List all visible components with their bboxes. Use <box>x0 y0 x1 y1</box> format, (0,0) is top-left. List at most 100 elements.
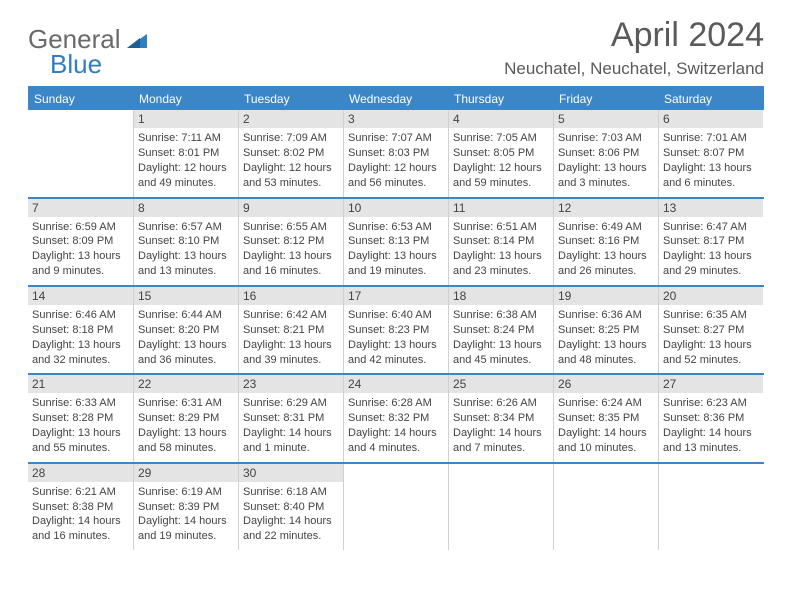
cell-line: and 56 minutes. <box>348 176 444 191</box>
logo-triangle-icon <box>127 32 149 55</box>
cell-line: Daylight: 13 hours <box>138 338 234 353</box>
location-text: Neuchatel, Neuchatel, Switzerland <box>504 59 764 79</box>
cell-line: and 19 minutes. <box>138 529 234 544</box>
calendar-week: 21Sunrise: 6:33 AMSunset: 8:28 PMDayligh… <box>28 375 764 463</box>
cell-line: and 55 minutes. <box>32 441 129 456</box>
cell-line: Sunset: 8:01 PM <box>138 146 234 161</box>
calendar-cell: 30Sunrise: 6:18 AMSunset: 8:40 PMDayligh… <box>238 464 343 550</box>
calendar-cell: 19Sunrise: 6:36 AMSunset: 8:25 PMDayligh… <box>553 287 658 373</box>
cell-line: Sunset: 8:34 PM <box>453 411 549 426</box>
cell-line: Daylight: 13 hours <box>453 249 549 264</box>
calendar-day-header: Sunday Monday Tuesday Wednesday Thursday… <box>28 88 764 110</box>
calendar-week: 28 Sunrise: 6:21 AMSunset: 8:38 PM Dayligh… <box>28 464 764 550</box>
calendar-cell <box>343 464 448 550</box>
cell-line: Sunrise: 7:01 AM <box>663 131 759 146</box>
day-number: 20 <box>659 287 763 305</box>
day-number: 25 <box>449 375 553 393</box>
cell-line: Daylight: 13 hours <box>453 338 549 353</box>
cell-line: Sunset: 8:38 PM <box>32 500 129 515</box>
calendar-cell <box>658 464 763 550</box>
cell-line: and 13 minutes. <box>138 264 234 279</box>
logo: General Blue <box>28 16 149 80</box>
calendar-cell: 23Sunrise: 6:29 AMSunset: 8:31 PMDayligh… <box>238 375 343 461</box>
cell-line: Sunrise: 7:07 AM <box>348 131 444 146</box>
cell-line: and 3 minutes. <box>558 176 654 191</box>
calendar-cell <box>553 464 658 550</box>
cell-line: Sunrise: 6:49 AM <box>558 220 654 235</box>
calendar-cell <box>28 110 133 196</box>
cell-line: and 42 minutes. <box>348 353 444 368</box>
cell-line: Sunrise: 6:59 AM <box>32 220 129 235</box>
day-number: 2 <box>239 110 343 128</box>
day-number: 18 <box>449 287 553 305</box>
cell-line: Sunrise: 6:42 AM <box>243 308 339 323</box>
cell-line: Sunset: 8:05 PM <box>453 146 549 161</box>
cell-line: Daylight: 12 hours <box>243 161 339 176</box>
cell-line: Sunrise: 6:53 AM <box>348 220 444 235</box>
day-number: 19 <box>554 287 658 305</box>
cell-line: and 22 minutes. <box>243 529 339 544</box>
cell-line: Daylight: 13 hours <box>138 426 234 441</box>
cell-line: Sunset: 8:28 PM <box>32 411 129 426</box>
cell-line: Daylight: 13 hours <box>663 338 759 353</box>
day-number: 22 <box>134 375 238 393</box>
cell-line: Sunrise: 7:03 AM <box>558 131 654 146</box>
day-number: 23 <box>239 375 343 393</box>
cell-line: Sunset: 8:12 PM <box>243 234 339 249</box>
cell-line: Sunset: 8:21 PM <box>243 323 339 338</box>
cell-line: Sunrise: 7:05 AM <box>453 131 549 146</box>
cell-line: Daylight: 14 hours <box>348 426 444 441</box>
cell-line: and 45 minutes. <box>453 353 549 368</box>
cell-line: and 39 minutes. <box>243 353 339 368</box>
cell-line: Sunrise: 6:31 AM <box>138 396 234 411</box>
cell-line: Sunset: 8:29 PM <box>138 411 234 426</box>
cell-line: Sunrise: 6:57 AM <box>138 220 234 235</box>
day-label-thursday: Thursday <box>448 88 553 110</box>
header: General Blue April 2024 Neuchatel, Neuch… <box>28 16 764 80</box>
cell-line: and 36 minutes. <box>138 353 234 368</box>
cell-line: Daylight: 13 hours <box>348 338 444 353</box>
cell-line: Daylight: 12 hours <box>348 161 444 176</box>
cell-line: Daylight: 14 hours <box>243 514 339 529</box>
cell-line: Sunset: 8:09 PM <box>32 234 129 249</box>
cell-line: Sunset: 8:18 PM <box>32 323 129 338</box>
calendar-cell: 4Sunrise: 7:05 AMSunset: 8:05 PMDaylight… <box>448 110 553 196</box>
day-label-saturday: Saturday <box>658 88 763 110</box>
cell-line: Sunrise: 6:36 AM <box>558 308 654 323</box>
day-number: 12 <box>554 199 658 217</box>
cell-line: Sunset: 8:20 PM <box>138 323 234 338</box>
cell-line: and 26 minutes. <box>558 264 654 279</box>
cell-line: Sunset: 8:02 PM <box>243 146 339 161</box>
calendar-cell: 16Sunrise: 6:42 AMSunset: 8:21 PMDayligh… <box>238 287 343 373</box>
cell-line: Sunrise: 6:21 AM <box>32 485 129 500</box>
cell-line: and 49 minutes. <box>138 176 234 191</box>
day-label-sunday: Sunday <box>28 88 133 110</box>
cell-line: Sunrise: 6:51 AM <box>453 220 549 235</box>
day-number: 7 <box>28 199 133 217</box>
cell-line: Daylight: 13 hours <box>32 426 129 441</box>
cell-line: Sunset: 8:07 PM <box>663 146 759 161</box>
cell-line: Sunrise: 7:09 AM <box>243 131 339 146</box>
cell-line: and 9 minutes. <box>32 264 129 279</box>
day-number: 17 <box>344 287 448 305</box>
calendar-cell: 1Sunrise: 7:11 AMSunset: 8:01 PMDaylight… <box>133 110 238 196</box>
cell-line: Sunrise: 6:35 AM <box>663 308 759 323</box>
cell-line: and 59 minutes. <box>453 176 549 191</box>
calendar-cell: 5Sunrise: 7:03 AMSunset: 8:06 PMDaylight… <box>553 110 658 196</box>
cell-line: Sunset: 8:24 PM <box>453 323 549 338</box>
day-number: 28 <box>28 464 133 482</box>
cell-line: Sunset: 8:40 PM <box>243 500 339 515</box>
day-label-friday: Friday <box>553 88 658 110</box>
calendar: Sunday Monday Tuesday Wednesday Thursday… <box>28 86 764 550</box>
cell-line: and 1 minute. <box>243 441 339 456</box>
cell-line: Sunrise: 6:23 AM <box>663 396 759 411</box>
cell-line: and 16 minutes. <box>243 264 339 279</box>
cell-line: Daylight: 14 hours <box>558 426 654 441</box>
cell-line: Daylight: 13 hours <box>558 338 654 353</box>
cell-line: Daylight: 12 hours <box>138 161 234 176</box>
cell-line: Sunset: 8:13 PM <box>348 234 444 249</box>
cell-line: Daylight: 13 hours <box>243 338 339 353</box>
calendar-cell: 14Sunrise: 6:46 AMSunset: 8:18 PMDayligh… <box>28 287 133 373</box>
day-number: 8 <box>134 199 238 217</box>
calendar-cell: 10Sunrise: 6:53 AMSunset: 8:13 PMDayligh… <box>343 199 448 285</box>
